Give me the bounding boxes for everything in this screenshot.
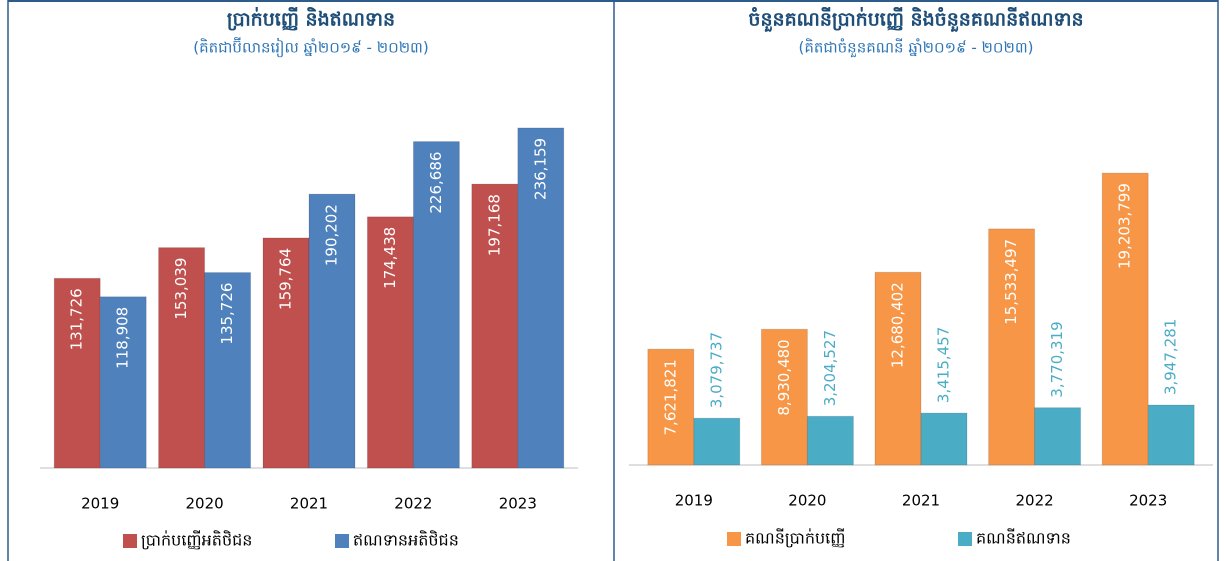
value-label: 3,947,281 (1162, 319, 1180, 395)
bar (99, 296, 147, 469)
bar (1101, 172, 1149, 466)
x-tick-label: 2019 (81, 495, 119, 513)
legend-swatch (727, 532, 741, 546)
value-label: 8,930,480 (775, 339, 793, 415)
value-label: 3,415,457 (935, 327, 953, 403)
chart-title: ចំនួនគណនីប្រាក់បញ្ញើ និងចំនួនគណនីឥណទាន (748, 7, 1083, 33)
value-label: 135,726 (218, 283, 236, 345)
bar (471, 183, 519, 469)
legend-swatch (335, 534, 349, 548)
bar (920, 412, 968, 466)
legend-swatch (958, 532, 972, 546)
legend-label: ឥណទានអតិថិជន (353, 530, 459, 550)
value-label: 118,908 (114, 307, 132, 369)
chart-subtitle: (គិតជាប៊ីលានរៀល ឆ្នាំ២០១៩ - ២០២៣) (193, 37, 428, 58)
bar (760, 328, 808, 466)
value-label: 197,168 (485, 194, 503, 256)
value-label: 174,438 (381, 227, 399, 289)
value-label: 15,533,497 (1002, 239, 1020, 325)
value-label: 131,726 (68, 288, 86, 350)
bar (204, 272, 252, 469)
x-tick-label: 2021 (290, 495, 328, 513)
bar (53, 277, 101, 469)
x-tick-label: 2023 (1129, 492, 1167, 510)
x-tick-label: 2022 (394, 495, 432, 513)
legend-swatch (123, 534, 137, 548)
bar (517, 127, 565, 469)
value-label: 7,621,821 (661, 359, 679, 435)
value-label: 159,764 (277, 248, 295, 310)
x-tick-label: 2019 (675, 492, 713, 510)
legend-label: គណនីឥណទាន (976, 528, 1071, 548)
x-tick-label: 2020 (186, 495, 224, 513)
bar (806, 415, 854, 466)
x-tick-label: 2020 (788, 492, 826, 510)
bar (308, 193, 356, 469)
value-label: 190,202 (323, 204, 341, 266)
bar (693, 417, 741, 466)
bar (874, 271, 922, 466)
bar (647, 348, 695, 466)
value-label: 3,204,527 (821, 330, 839, 406)
legend-label: គណនីប្រាក់បញ្ញើ (745, 528, 845, 548)
value-label: 3,770,319 (1048, 321, 1066, 397)
x-tick-label: 2022 (1016, 492, 1054, 510)
bar (412, 141, 460, 469)
bar (988, 228, 1036, 466)
value-label: 236,159 (531, 138, 549, 200)
value-label: 19,203,799 (1116, 183, 1134, 269)
value-label: 226,686 (427, 152, 445, 214)
x-tick-label: 2023 (499, 495, 537, 513)
chart-title: ប្រាក់បញ្ញើ និងឥណទាន (227, 7, 395, 32)
chart-subtitle: (គិតជាចំនួនគណនី ឆ្នាំ២០១៩ - ២០២៣) (798, 38, 1033, 58)
bar (1034, 407, 1082, 466)
bar (1147, 404, 1195, 466)
value-label: 12,680,402 (889, 282, 907, 368)
value-label: 153,039 (172, 258, 190, 320)
x-tick-label: 2021 (902, 492, 940, 510)
bar (366, 216, 414, 469)
legend-label: ប្រាក់បញ្ញើអតិថិជន (141, 530, 252, 550)
value-label: 3,079,737 (707, 332, 725, 408)
